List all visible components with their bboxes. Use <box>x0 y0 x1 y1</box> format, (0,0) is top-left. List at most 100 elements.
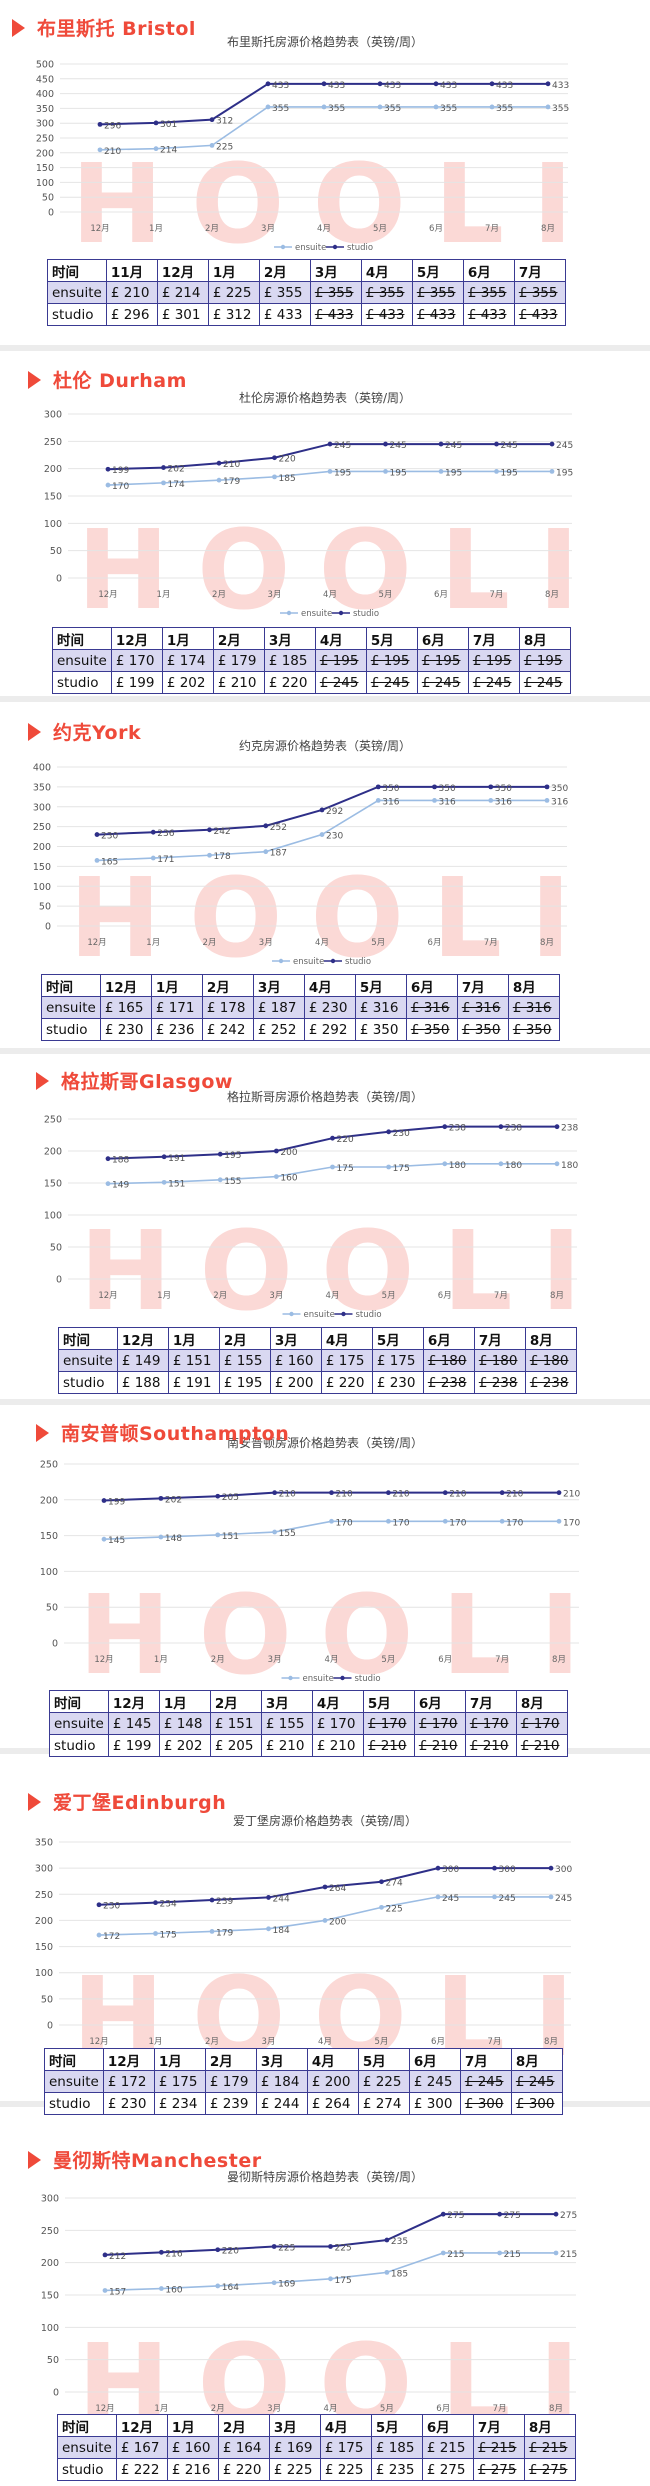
data-point-ensuite <box>545 104 551 110</box>
data-label: 238 <box>505 1124 522 1134</box>
data-label: 172 <box>103 1932 120 1942</box>
price-cell: £ 180 <box>524 1349 577 1372</box>
data-point-ensuite <box>556 1518 562 1524</box>
data-point-studio <box>271 2244 277 2249</box>
price-cell: £ 433 <box>360 303 413 326</box>
data-label: 210 <box>563 1490 580 1500</box>
legend-label: studio <box>353 609 379 619</box>
x-tick-label: 7月 <box>485 224 499 234</box>
month-cell: 8月 <box>518 627 571 650</box>
data-label: 235 <box>391 2237 408 2247</box>
x-tick-label: 6月 <box>431 2037 445 2047</box>
price-cell: £ 160 <box>166 2436 219 2459</box>
data-label: 178 <box>214 852 231 862</box>
y-tick-label: 250 <box>41 2226 59 2237</box>
legend-label: ensuite <box>301 609 332 619</box>
data-point-studio <box>153 120 159 126</box>
data-point-ensuite <box>322 1918 328 1923</box>
price-table: 时间 12月 1月 2月 3月 4月 5月 6月 7月 8月 ensuite £ 149 £ 151 £ … <box>58 1327 577 1394</box>
price-cell: £ 225 <box>357 2070 410 2093</box>
month-cell: 3月 <box>268 2414 321 2437</box>
y-tick-label: 0 <box>52 1639 58 1650</box>
data-point-ensuite <box>489 104 495 110</box>
data-label: 245 <box>445 441 462 451</box>
watermark-text: HOOLI <box>78 1571 608 1699</box>
price-cell: £ 195 <box>218 1371 271 1394</box>
price-cell: £ 316 <box>456 996 509 1019</box>
y-tick-label: 150 <box>41 2291 59 2302</box>
data-point-studio <box>440 2211 446 2217</box>
data-point-studio <box>384 2237 390 2243</box>
x-tick-label: 2月 <box>205 2037 219 2047</box>
price-cell: £ 210 <box>362 1734 415 1757</box>
data-point-studio <box>97 121 103 127</box>
data-point-ensuite <box>488 797 494 803</box>
data-point-ensuite <box>377 104 383 110</box>
legend-marker <box>340 1675 345 1681</box>
y-tick-label: 150 <box>35 1942 53 1953</box>
data-label: 225 <box>335 2244 352 2254</box>
city-heading: 爱丁堡Edinburgh <box>53 1792 227 1814</box>
month-cell: 2月 <box>201 974 254 997</box>
price-cell: £ 274 <box>357 2092 410 2115</box>
y-tick-label: 250 <box>33 822 51 833</box>
price-cell: £ 245 <box>518 671 571 694</box>
month-cell: 3月 <box>260 1690 313 1713</box>
price-cell: £ 220 <box>263 671 316 694</box>
data-label: 175 <box>337 1164 354 1174</box>
data-point-ensuite <box>265 104 271 110</box>
y-tick-label: 100 <box>33 882 51 893</box>
price-cell: £ 238 <box>422 1371 475 1394</box>
price-cell: £ 225 <box>268 2458 321 2481</box>
data-point-ensuite <box>440 2250 446 2256</box>
data-label: 185 <box>279 474 296 484</box>
row-label: ensuite <box>41 996 101 1019</box>
data-point-studio <box>330 1135 335 1141</box>
data-point-studio <box>377 81 383 87</box>
month-cell: 1月 <box>161 627 214 650</box>
month-cell: 3月 <box>269 1327 322 1350</box>
data-label: 210 <box>449 1490 466 1500</box>
y-tick-label: 300 <box>33 802 51 813</box>
month-cell: 7月 <box>459 2048 512 2071</box>
x-tick-label: 8月 <box>552 1655 566 1665</box>
legend-marker <box>338 610 344 616</box>
price-cell: £ 171 <box>150 996 203 1019</box>
data-label: 433 <box>496 81 513 91</box>
data-point-ensuite <box>217 1177 223 1183</box>
y-tick-label: 200 <box>40 1495 58 1506</box>
price-cell: £ 151 <box>167 1349 220 1372</box>
month-cell: 2月 <box>217 2414 270 2437</box>
row-label: 时间 <box>57 2414 117 2437</box>
table-row-studio: studio £ 188 £ 191 £ 195 £ 200 £ 220 £ 230 £ 23… <box>58 1371 577 1394</box>
data-point-ensuite <box>319 832 325 837</box>
legend-marker <box>278 958 284 964</box>
month-cell: 5月 <box>371 1327 424 1350</box>
price-cell: £ 264 <box>306 2092 359 2115</box>
data-point-ensuite <box>158 1534 164 1540</box>
triangle-marker-icon <box>28 370 41 389</box>
table-row-ensuite: ensuite £ 170 £ 174 £ 179 £ 185 £ 195 £ 195 £ 1… <box>52 649 571 672</box>
price-cell: £ 355 <box>462 281 515 304</box>
price-cell: £ 433 <box>309 303 362 326</box>
data-label: 160 <box>165 2286 182 2296</box>
data-label: 238 <box>561 1124 578 1134</box>
price-cell: £ 220 <box>320 1371 373 1394</box>
data-point-studio <box>158 1495 164 1501</box>
month-cell: 6月 <box>421 2414 474 2437</box>
data-point-studio <box>379 1879 384 1885</box>
data-label: 225 <box>386 1904 403 1914</box>
month-cell: 4月 <box>303 974 356 997</box>
price-cell: £ 169 <box>268 2436 321 2459</box>
price-cell: £ 215 <box>523 2436 576 2459</box>
price-cell: £ 238 <box>473 1371 526 1394</box>
data-label: 184 <box>273 1926 290 1936</box>
data-label: 433 <box>384 81 401 91</box>
data-label: 195 <box>556 468 573 478</box>
price-cell: £ 160 <box>269 1349 322 1372</box>
data-point-ensuite <box>494 469 499 474</box>
price-cell: £ 316 <box>405 996 458 1019</box>
month-cell: 12月 <box>102 2048 155 2071</box>
watermark-text: HOOLI <box>71 140 601 268</box>
data-point-studio <box>549 441 555 447</box>
